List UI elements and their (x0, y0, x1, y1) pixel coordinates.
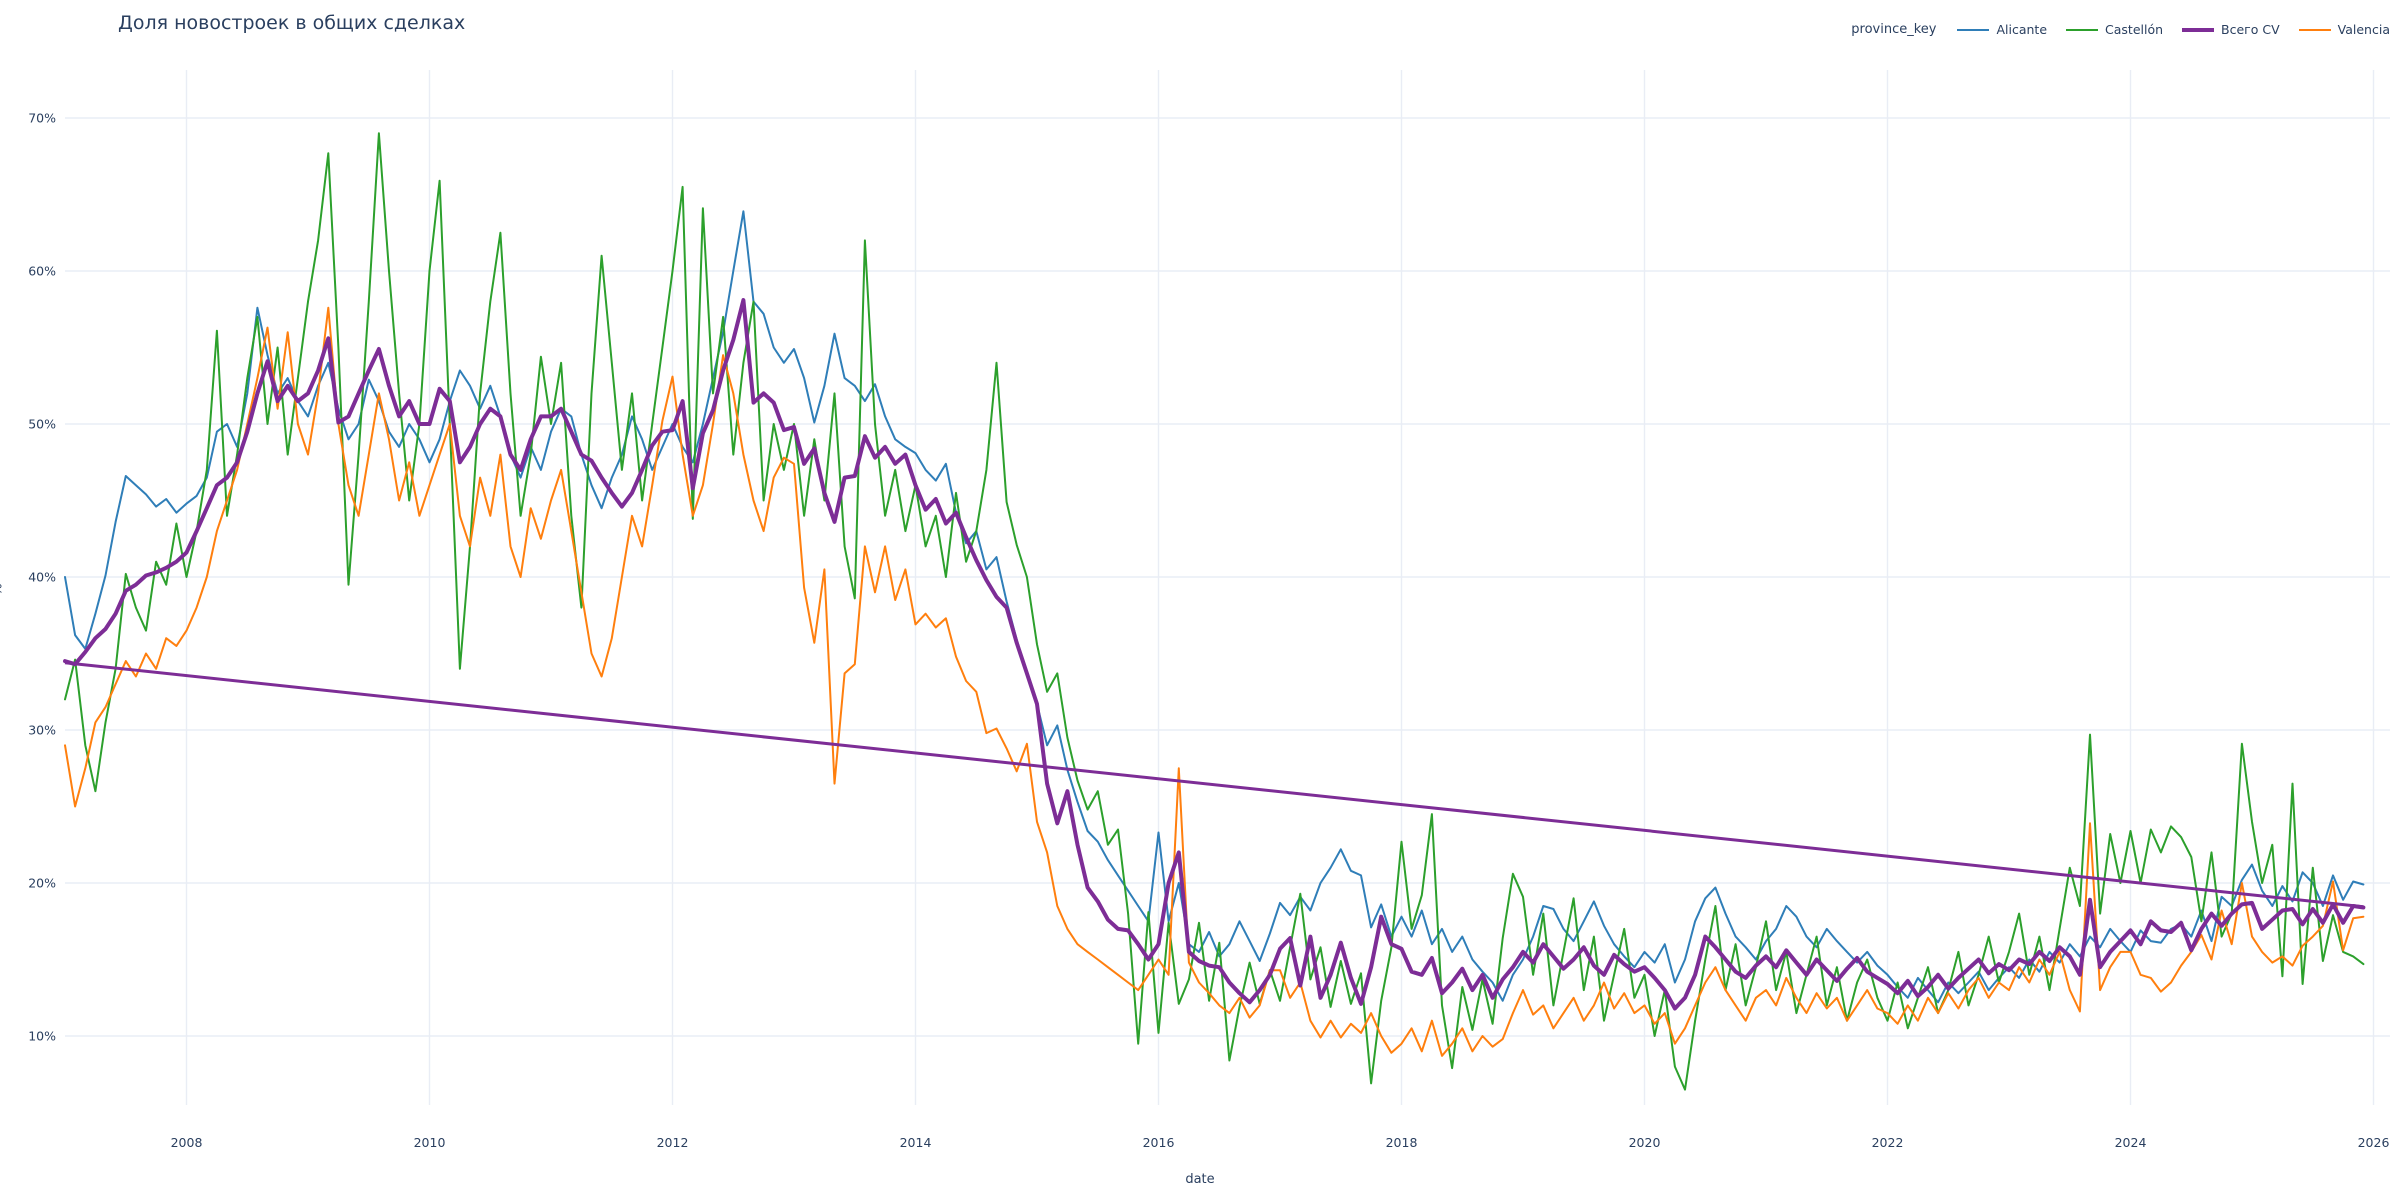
x-axis-title: date (1185, 1172, 1215, 1187)
chart-title: Доля новостроек в общих сделках (118, 12, 466, 34)
x-tick-label: 2026 (2358, 1135, 2390, 1150)
legend-title: province_key (1851, 22, 1937, 37)
legend-item-cv[interactable]: Всего CV (2181, 22, 2280, 37)
series-line-alicante[interactable] (64, 210, 2365, 1004)
x-tick-label: 2008 (171, 1135, 203, 1150)
legend-swatch-castellon-icon (2066, 28, 2099, 31)
series-line-valencia[interactable] (64, 306, 2365, 1057)
series-line-castellon[interactable] (64, 132, 2365, 1091)
y-tick-label: 70% (28, 111, 56, 126)
y-tick-label: 50% (28, 417, 56, 432)
legend-item-castellon[interactable]: Castellón (2065, 22, 2163, 37)
y-tick-label: 20% (28, 876, 56, 891)
legend-label: Valencia (2337, 22, 2390, 37)
x-tick-label: 2024 (2115, 1135, 2147, 1150)
y-axis-title: % (0, 583, 6, 595)
x-tick-label: 2012 (657, 1135, 689, 1150)
legend-swatch-valencia-icon (2298, 28, 2331, 31)
legend-item-alicante[interactable]: Alicante (1956, 22, 2047, 37)
y-tick-label: 40% (28, 570, 56, 585)
series-line-cv[interactable] (63, 298, 2366, 1011)
y-tick-label: 10% (28, 1029, 56, 1044)
x-tick-label: 2022 (1872, 1135, 1904, 1150)
legend: province_key Alicante Castellón Всего CV Va… (1851, 22, 2390, 37)
legend-item-valencia[interactable]: Valencia (2298, 22, 2390, 37)
trend-line[interactable] (64, 661, 2364, 909)
legend-label: Castellón (2105, 22, 2164, 37)
x-tick-label: 2010 (414, 1135, 446, 1150)
legend-label: Всего CV (2221, 22, 2280, 37)
x-tick-label: 2014 (900, 1135, 932, 1150)
legend-items: Alicante Castellón Всего CV Valencia (1956, 22, 2390, 37)
y-tick-label: 60% (28, 264, 56, 279)
legend-label: Alicante (1996, 22, 2048, 37)
x-tick-label: 2018 (1386, 1135, 1418, 1150)
legend-swatch-alicante-icon (1957, 28, 1990, 31)
y-tick-label: 30% (28, 723, 56, 738)
x-tick-label: 2020 (1629, 1135, 1661, 1150)
legend-swatch-cv-icon (2182, 27, 2215, 32)
x-tick-label: 2016 (1143, 1135, 1175, 1150)
